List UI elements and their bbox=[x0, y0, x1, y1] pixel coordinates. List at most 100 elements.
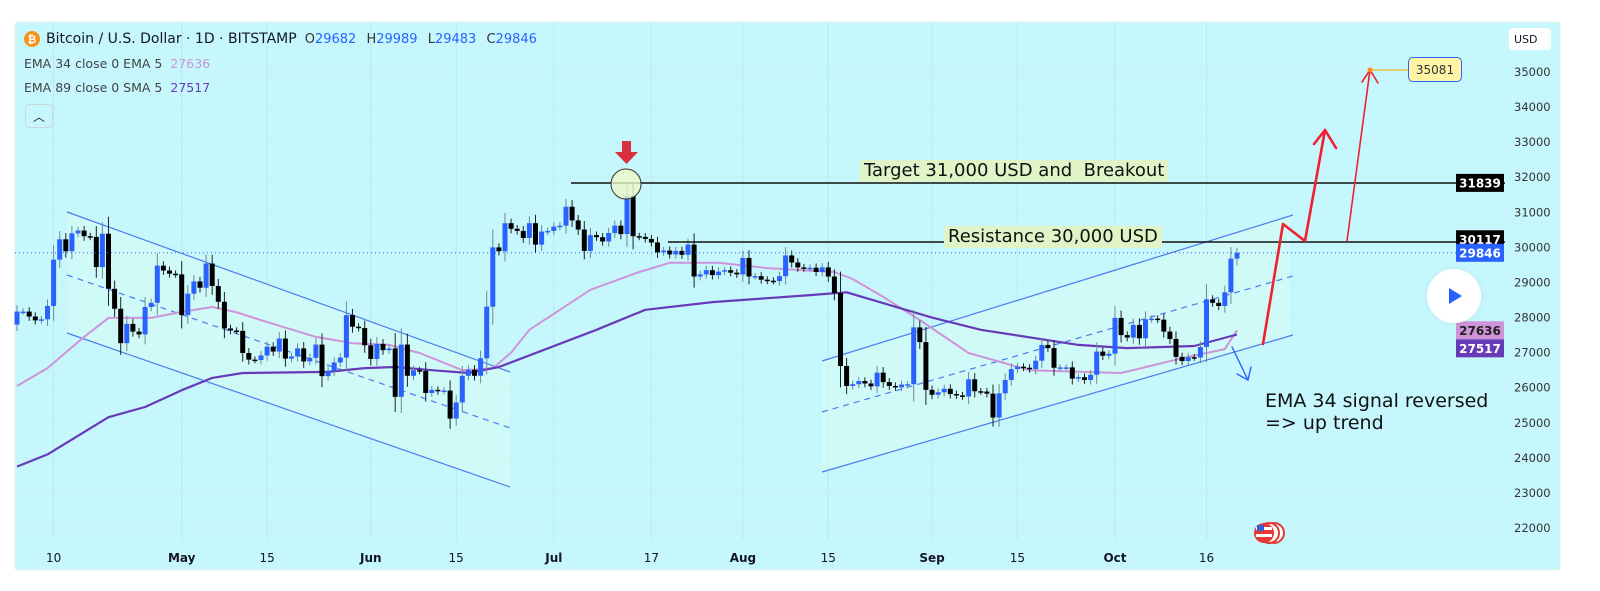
ohlc-values: O29682 H29989 L29483 C29846 bbox=[305, 32, 543, 47]
candle-body bbox=[740, 257, 746, 275]
play-button[interactable] bbox=[1427, 269, 1481, 323]
candle-body bbox=[630, 195, 636, 237]
candle-body bbox=[38, 319, 44, 321]
candle-body bbox=[624, 195, 630, 235]
candle-body bbox=[1216, 302, 1222, 306]
candle-body bbox=[362, 328, 368, 346]
candle-body bbox=[709, 270, 715, 276]
candle-body bbox=[87, 236, 93, 238]
candle-body bbox=[856, 381, 862, 385]
price-tag-anchor[interactable] bbox=[1367, 67, 1373, 73]
channel-lower-line[interactable] bbox=[821, 334, 1294, 473]
y-tick-label: 22000 bbox=[1514, 521, 1551, 535]
candle-body bbox=[356, 326, 362, 329]
candle-body bbox=[1008, 369, 1014, 381]
x-tick-label: 15 bbox=[259, 551, 274, 565]
candle-body bbox=[953, 394, 959, 396]
candle-body bbox=[496, 247, 502, 252]
candle-body bbox=[246, 352, 252, 360]
channel-lower-line[interactable] bbox=[66, 332, 511, 488]
ascending-channel[interactable] bbox=[821, 214, 1294, 473]
projection-arrow[interactable] bbox=[1261, 128, 1338, 346]
y-tick-label: 34000 bbox=[1514, 100, 1551, 114]
candle-body bbox=[1130, 324, 1136, 338]
high-value: 29989 bbox=[376, 31, 418, 47]
x-tick-label: 10 bbox=[46, 551, 61, 565]
candle-body bbox=[1002, 380, 1008, 394]
candle-body bbox=[1082, 377, 1087, 381]
x-tick-label: Sep bbox=[919, 551, 945, 565]
candle-body bbox=[1143, 319, 1148, 339]
symbol-row: ₿ Bitcoin / U.S. Dollar · 1D · BITSTAMP … bbox=[24, 29, 543, 49]
candle-body bbox=[612, 225, 618, 234]
candle-body bbox=[795, 262, 801, 268]
candle-body bbox=[728, 270, 734, 273]
target-annotation[interactable]: Target 31,000 USD and Breakout bbox=[860, 160, 1169, 182]
candle-body bbox=[868, 383, 874, 387]
channel-mid-line[interactable] bbox=[821, 275, 1294, 413]
target-level-badge bbox=[1456, 173, 1504, 192]
candle-body bbox=[215, 285, 221, 302]
candle-body bbox=[258, 355, 264, 361]
channel-mid-line[interactable] bbox=[66, 274, 511, 429]
candle-body bbox=[984, 391, 990, 394]
collapse-legend-button[interactable]: ︿ bbox=[25, 104, 53, 128]
candle-body bbox=[1155, 318, 1161, 321]
indicator-ema89[interactable]: EMA 89 close 0 SMA 5 27517 bbox=[24, 77, 543, 97]
candle-body bbox=[1167, 331, 1173, 339]
candle-body bbox=[575, 220, 581, 230]
candle-body bbox=[154, 265, 160, 303]
indicator-ema34[interactable]: EMA 34 close 0 EMA 5 27636 bbox=[24, 53, 543, 73]
symbol-title[interactable]: Bitcoin / U.S. Dollar · 1D · BITSTAMP bbox=[46, 31, 297, 47]
candle-body bbox=[228, 328, 233, 331]
descending-channel[interactable] bbox=[66, 211, 511, 488]
candle-body bbox=[313, 344, 319, 358]
candle-body bbox=[825, 267, 831, 277]
highlight-circle[interactable] bbox=[610, 168, 642, 200]
candle-body bbox=[594, 235, 599, 238]
bitcoin-icon: ₿ bbox=[24, 31, 40, 47]
candle-body bbox=[862, 381, 868, 384]
note-line: => up trend bbox=[1265, 412, 1384, 434]
y-tick-label: 30000 bbox=[1514, 240, 1551, 254]
blue-down-arrow[interactable] bbox=[1231, 346, 1252, 382]
candle-body bbox=[57, 239, 63, 260]
candle-body bbox=[331, 362, 337, 371]
candle-body bbox=[1173, 338, 1179, 357]
candle-body bbox=[557, 225, 563, 228]
y-tick-label: 25000 bbox=[1514, 416, 1551, 430]
candle-body bbox=[685, 244, 691, 255]
candle-body bbox=[81, 230, 87, 237]
candle-body bbox=[838, 293, 843, 366]
channel-upper-line[interactable] bbox=[66, 211, 511, 373]
ema34-badge-text: 27636 bbox=[1459, 324, 1501, 338]
candle-body bbox=[472, 369, 477, 376]
y-tick-label: 27000 bbox=[1514, 346, 1551, 360]
channel-upper-line[interactable] bbox=[821, 214, 1294, 362]
candle-body bbox=[45, 305, 50, 320]
candle-body bbox=[1021, 366, 1026, 369]
us-flag-event-icon[interactable] bbox=[1254, 522, 1285, 544]
target-price-tag[interactable]: 35081 bbox=[1408, 57, 1462, 82]
candle-body bbox=[69, 233, 75, 252]
candle-body bbox=[289, 356, 294, 359]
resistance-annotation[interactable]: Resistance 30,000 USD bbox=[944, 226, 1162, 248]
currency-button[interactable]: USD bbox=[1509, 28, 1551, 50]
open-label: O bbox=[304, 31, 315, 47]
candle-body bbox=[221, 301, 227, 329]
candle-body bbox=[93, 236, 99, 268]
ema89-badge bbox=[1456, 339, 1504, 358]
candle-body bbox=[142, 307, 148, 335]
candle-body bbox=[484, 306, 490, 359]
candle-body bbox=[148, 302, 154, 308]
close-value: 29846 bbox=[495, 31, 537, 47]
candle-body bbox=[831, 276, 837, 294]
candle-body bbox=[167, 270, 172, 274]
candle-body bbox=[539, 231, 545, 245]
signal-note[interactable]: EMA 34 signal reversed => up trend bbox=[1265, 390, 1488, 434]
chart-legend: ₿ Bitcoin / U.S. Dollar · 1D · BITSTAMP … bbox=[24, 29, 543, 97]
candle-body bbox=[20, 311, 26, 314]
channel-fill bbox=[67, 212, 510, 487]
x-tick-label: 15 bbox=[449, 551, 464, 565]
